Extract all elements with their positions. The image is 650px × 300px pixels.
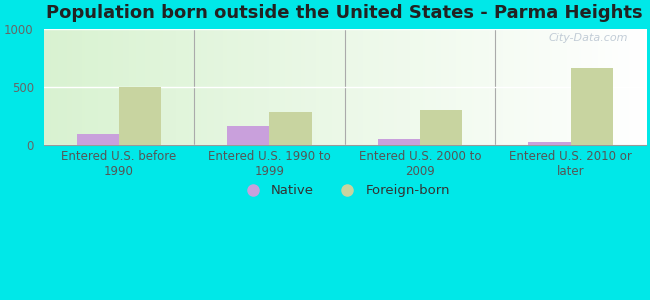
Bar (269, 112, 311, 146)
Bar (77, 134, 119, 146)
Legend: Native, Foreign-born: Native, Foreign-born (234, 179, 455, 202)
Bar (378, 139, 420, 146)
Text: City-Data.com: City-Data.com (548, 33, 628, 43)
Bar (571, 68, 613, 146)
Title: Population born outside the United States - Parma Heights: Population born outside the United State… (46, 4, 643, 22)
Bar (227, 126, 269, 146)
Bar (528, 142, 571, 146)
Bar (420, 110, 462, 146)
Bar (119, 87, 161, 146)
